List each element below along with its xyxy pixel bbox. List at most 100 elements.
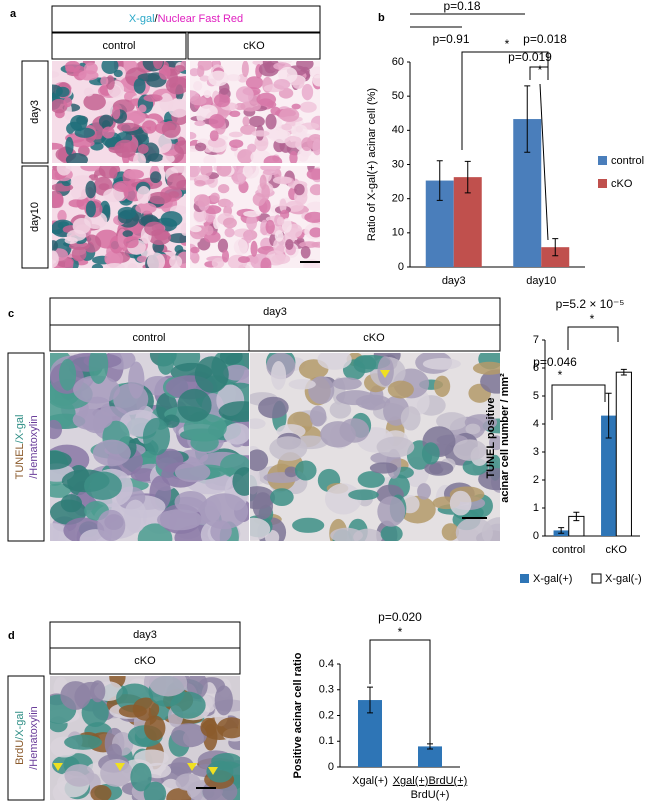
stain-part: Nuclear Fast Red	[158, 13, 244, 25]
header-label: day3	[133, 629, 157, 641]
bracket	[551, 384, 606, 420]
micrograph	[250, 353, 500, 541]
cell	[101, 61, 119, 75]
cell	[210, 192, 220, 203]
cell	[222, 217, 237, 229]
cell	[165, 76, 186, 95]
cell	[247, 143, 257, 153]
error-bar	[552, 238, 559, 257]
cell	[271, 253, 291, 265]
cell	[480, 369, 500, 394]
annotation: p=0.046	[533, 355, 577, 369]
cell	[281, 218, 292, 233]
legend-label: X-gal(-)	[605, 573, 642, 585]
cell	[260, 166, 281, 172]
micrograph	[52, 166, 186, 268]
cell	[348, 489, 379, 501]
cell	[100, 76, 109, 86]
header-label: day3	[263, 306, 287, 318]
cell	[213, 93, 231, 108]
cell	[250, 486, 276, 510]
side-box	[7, 675, 45, 801]
x-tick-label: day10	[526, 275, 556, 287]
cell	[306, 168, 320, 180]
cell	[52, 240, 59, 252]
cell	[112, 106, 121, 120]
error-bar	[605, 392, 612, 439]
cell	[209, 130, 219, 142]
cell	[203, 90, 212, 99]
cell	[147, 191, 172, 205]
y-tick-label: 30	[392, 158, 404, 170]
stain-label: X-gal/Nuclear Fast Red	[129, 13, 243, 25]
cell	[52, 142, 64, 150]
cell	[453, 439, 487, 461]
cell	[285, 135, 302, 148]
annotation: p=0.18	[443, 0, 480, 13]
cell	[52, 250, 59, 268]
cell	[55, 86, 70, 98]
cell	[137, 523, 173, 541]
cell	[281, 123, 293, 131]
cell	[133, 78, 146, 94]
cell	[109, 166, 118, 179]
cell	[329, 400, 352, 419]
y-axis-label: acinar cell number / mm²	[499, 373, 511, 503]
cell	[270, 106, 281, 116]
legend-swatch	[591, 573, 602, 584]
micrographs	[50, 61, 500, 800]
cell	[52, 194, 64, 208]
cell	[274, 230, 284, 242]
cell	[273, 237, 287, 255]
cell	[170, 166, 186, 173]
side-label: /Hematoxylin	[28, 415, 40, 479]
cell	[197, 61, 213, 71]
cell	[279, 198, 287, 213]
cell	[60, 681, 91, 710]
y-tick-label: 7	[533, 334, 539, 346]
cell	[269, 436, 308, 461]
cell	[138, 104, 147, 113]
y-tick-label: 0.1	[319, 735, 334, 747]
cell	[102, 126, 115, 139]
cell	[174, 490, 208, 514]
y-tick-label: 20	[392, 193, 404, 205]
cell	[235, 86, 254, 103]
cell	[317, 353, 352, 370]
error-bar	[464, 160, 471, 194]
cell	[85, 180, 97, 199]
y-tick-label: 2	[533, 474, 539, 486]
micrograph	[190, 166, 320, 268]
y-tick-label: 50	[392, 90, 404, 102]
cell	[136, 185, 151, 204]
cell	[387, 380, 414, 399]
cell	[190, 166, 201, 178]
cell	[309, 184, 320, 196]
error-bar	[524, 85, 531, 153]
cell	[137, 144, 149, 154]
cell	[357, 471, 385, 488]
cell	[98, 183, 110, 191]
cell	[216, 717, 240, 739]
cell	[98, 114, 114, 129]
cell	[128, 115, 144, 123]
x-tick-label: control	[552, 544, 585, 556]
cell	[301, 83, 314, 101]
cell	[50, 419, 63, 440]
cell	[248, 115, 265, 128]
cell	[232, 467, 249, 496]
cell	[284, 466, 298, 478]
cell	[163, 414, 180, 428]
x-tick-label: cKO	[606, 544, 628, 556]
cell	[376, 436, 415, 458]
bracket	[539, 83, 549, 241]
cell	[260, 257, 272, 268]
cell	[243, 229, 253, 244]
cell	[116, 122, 140, 132]
cell	[88, 353, 109, 384]
cell	[251, 130, 270, 137]
cell	[58, 358, 77, 391]
column-box	[49, 324, 250, 352]
cell	[144, 715, 166, 741]
